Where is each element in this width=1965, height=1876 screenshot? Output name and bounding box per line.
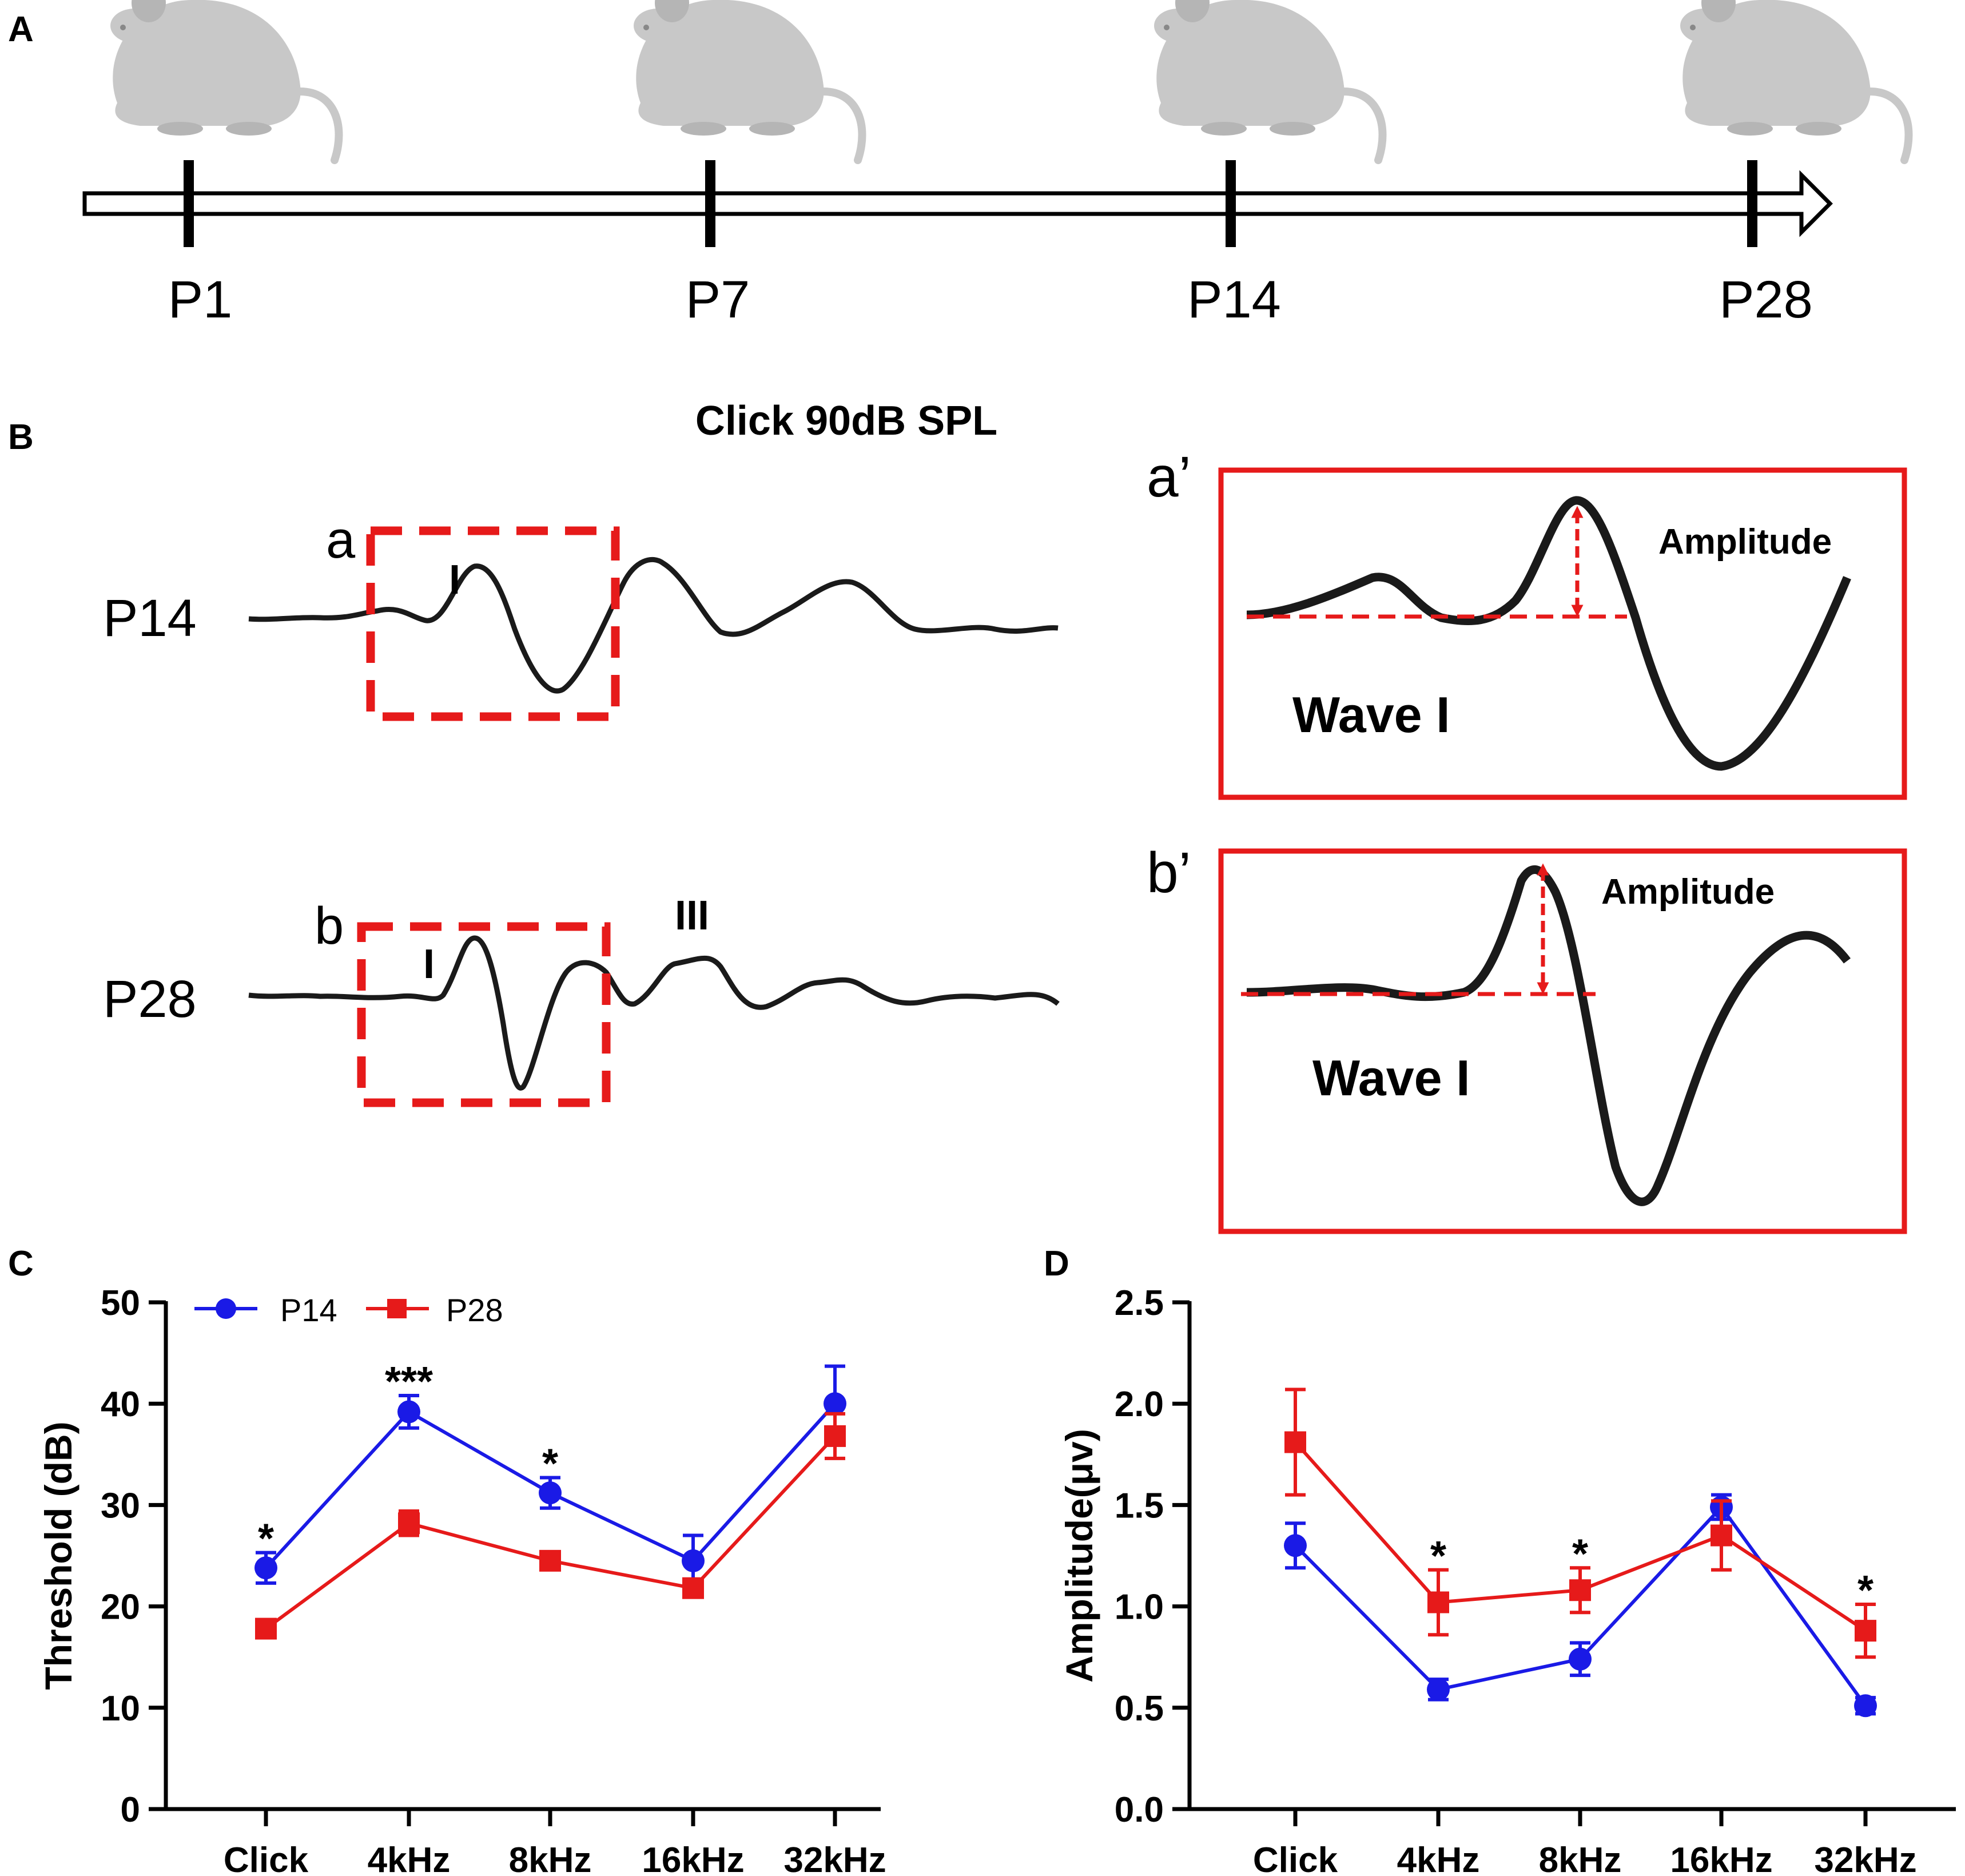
panel-b-label: B [8, 418, 34, 457]
data-point-p14 [1854, 1694, 1877, 1718]
x-tick-label: 8kHz [509, 1841, 592, 1873]
mouse-icon [110, 0, 339, 160]
significance-marker: * [1430, 1533, 1446, 1579]
panel-b-title: Click 90dB SPL [695, 398, 997, 444]
chart-threshold: C 0 10 20 30 40 50 Click 4kHz 8kHz 16kHz 32kHz Thre… [8, 1244, 886, 1876]
y-tick-label: 0.0 [1115, 1790, 1164, 1830]
peak-label: I [449, 557, 460, 603]
inset-a-frame [1218, 467, 1907, 800]
mouse-icon [1154, 0, 1383, 160]
y-tick-label: 2.0 [1115, 1385, 1164, 1424]
data-point-p14 [682, 1549, 705, 1572]
wave-label: Wave I [1312, 1050, 1470, 1106]
legend-marker-p28 [387, 1299, 407, 1318]
x-tick-label: 16kHz [1670, 1841, 1772, 1873]
x-tick-label: Click [224, 1841, 309, 1873]
selection-box-a [366, 526, 620, 721]
data-point-p14 [1569, 1647, 1592, 1671]
data-point-p28 [1855, 1620, 1876, 1642]
legend-label-p14: P14 [280, 1292, 337, 1328]
inset-a-trace [1246, 496, 1851, 771]
y-axis-label: Threshold (dB) [37, 1421, 79, 1690]
data-point-p28 [1284, 1431, 1306, 1453]
x-tick-label: 8kHz [1539, 1841, 1622, 1873]
chart-amplitude: D 0.0 0.5 1.0 1.5 2.0 2.5 Click 4kHz 8kHz 16kHz 32… [1044, 1244, 1956, 1876]
trace-row-label: P28 [103, 970, 197, 1028]
box-label: a [326, 511, 356, 569]
data-point-p28 [1427, 1591, 1449, 1613]
y-tick-label: 1.0 [1115, 1588, 1164, 1627]
peak-label: III [675, 893, 709, 939]
data-point-p28 [255, 1617, 277, 1640]
mouse-icon [634, 0, 862, 160]
y-tick-label: 20 [101, 1588, 140, 1627]
timepoint-label: P7 [686, 271, 750, 329]
data-point-p28 [1569, 1579, 1591, 1601]
timepoint-label: P28 [1719, 271, 1813, 329]
data-point-p28 [539, 1549, 561, 1572]
timepoint-label: P1 [168, 271, 233, 329]
panel-d-label: D [1044, 1244, 1069, 1283]
data-point-p14 [254, 1556, 277, 1580]
y-tick-label: 30 [101, 1486, 140, 1525]
inset-label: a’ [1147, 445, 1191, 509]
x-tick-label: 4kHz [1397, 1841, 1480, 1873]
data-point-p14 [1284, 1534, 1307, 1557]
legend-label-p28: P28 [446, 1292, 503, 1328]
data-point-p14 [539, 1481, 562, 1505]
amplitude-label: Amplitude [1658, 522, 1832, 562]
data-point-p14 [1427, 1678, 1450, 1701]
trace-row-label: P14 [103, 589, 197, 647]
inset-label: b’ [1147, 841, 1191, 905]
x-tick-label: 4kHz [368, 1841, 451, 1873]
significance-marker: * [1857, 1568, 1873, 1613]
amplitude-label: Amplitude [1601, 872, 1775, 912]
box-label: b [315, 897, 344, 955]
data-point-p28 [682, 1577, 704, 1599]
panel-a: A P1 P7 P14 P28 [8, 0, 1909, 329]
abr-trace-p14 [248, 557, 1059, 694]
arrow-right-icon [82, 170, 1833, 237]
mouse-icon [1680, 0, 1909, 160]
panel-c-label: C [8, 1244, 34, 1283]
abr-trace-p28 [248, 935, 1060, 1091]
legend-marker-p14 [216, 1298, 236, 1319]
y-tick-label: 1.5 [1115, 1486, 1164, 1525]
timepoint-label: P14 [1187, 271, 1281, 329]
x-tick-label: 32kHz [1814, 1841, 1916, 1873]
y-tick-label: 40 [101, 1385, 140, 1424]
y-tick-label: 50 [101, 1283, 140, 1323]
significance-marker: * [542, 1441, 558, 1487]
peak-label: I [423, 941, 435, 987]
significance-marker: * [258, 1516, 274, 1562]
x-tick-label: 32kHz [783, 1841, 886, 1873]
significance-marker: *** [385, 1359, 433, 1405]
y-tick-label: 0 [121, 1790, 140, 1830]
data-point-p28 [1711, 1524, 1732, 1547]
x-tick-label: 16kHz [642, 1841, 744, 1873]
y-tick-label: 10 [101, 1689, 140, 1728]
y-tick-label: 0.5 [1115, 1689, 1164, 1728]
panel-a-label: A [8, 10, 34, 49]
y-tick-label: 2.5 [1115, 1283, 1164, 1323]
panel-b: B Click 90dB SPL P14 a I P28 b I III a’ … [8, 398, 1907, 1234]
data-point-p28 [824, 1425, 846, 1447]
x-tick-label: Click [1253, 1841, 1338, 1873]
data-point-p28 [398, 1512, 420, 1535]
significance-marker: * [1572, 1531, 1588, 1577]
wave-label: Wave I [1292, 686, 1450, 743]
data-point-p14 [824, 1392, 846, 1416]
y-axis-label: Amplitude(μv) [1058, 1429, 1100, 1683]
selection-box-b [357, 922, 611, 1107]
data-point-p14 [397, 1400, 420, 1424]
